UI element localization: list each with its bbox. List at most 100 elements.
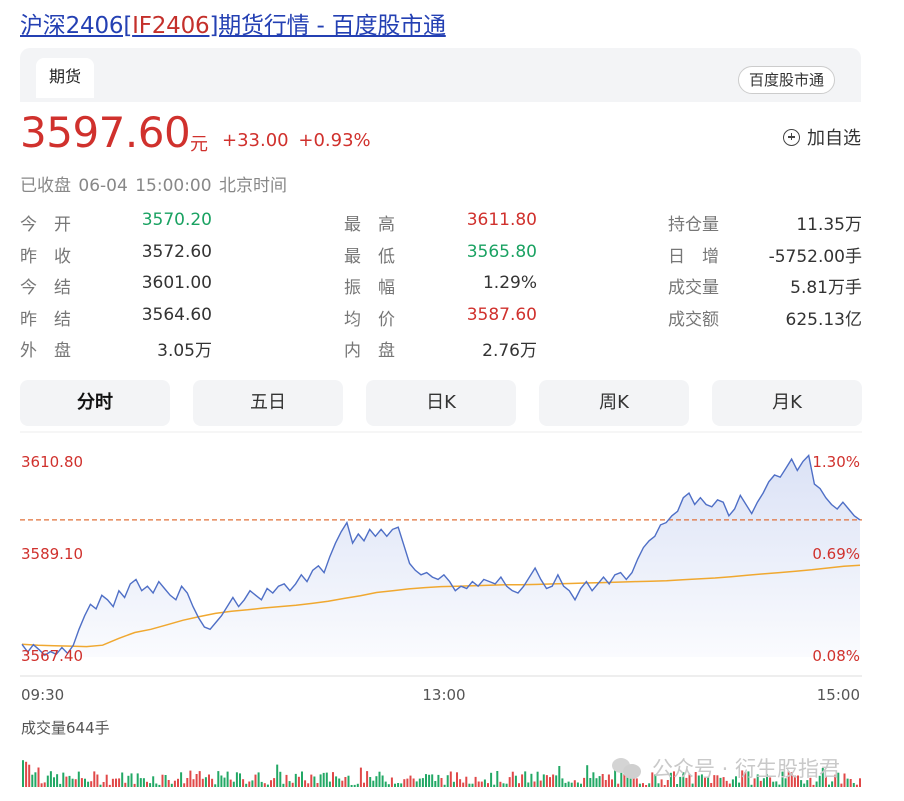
tab-daily-k[interactable]: 日K <box>366 380 516 426</box>
volume-bar <box>394 783 396 787</box>
tab-five-day[interactable]: 五日 <box>193 380 343 426</box>
volume-bar <box>217 771 220 787</box>
volume-bar <box>542 774 545 787</box>
volume-bar <box>635 778 638 787</box>
stats-grid: 今 开 3570.20 最 高 3611.80 持仓量 11.35万 昨 收 3… <box>20 210 862 368</box>
volume-bar <box>685 777 688 787</box>
volume-bar <box>645 785 648 787</box>
volume-bar <box>242 779 245 787</box>
volume-bar <box>750 784 753 787</box>
volume-bar <box>173 780 176 787</box>
intraday-chart[interactable]: 3610.80 3589.10 3567.40 1.30% 0.69% 0.08… <box>0 430 904 801</box>
stat-label: 今 开 <box>20 215 71 235</box>
volume-bar <box>164 775 167 787</box>
change-percent: +0.93% <box>298 130 371 151</box>
volume-bar <box>803 783 806 787</box>
volume-bar <box>124 782 127 787</box>
volume-bar <box>660 779 663 787</box>
volume-bar <box>390 777 393 787</box>
volume-bar <box>617 783 620 787</box>
plus-circle-icon <box>783 128 800 146</box>
volume-bar <box>580 783 582 787</box>
volume-bar <box>834 774 837 787</box>
stat-value: 1.29% <box>482 273 537 293</box>
volume-bar <box>697 775 700 787</box>
stat-label: 成交额 <box>668 309 719 330</box>
volume-bars <box>22 760 861 787</box>
volume-bar <box>666 780 669 787</box>
volume-bar <box>731 779 734 787</box>
volume-bar <box>332 772 334 787</box>
volume-bar <box>446 775 449 787</box>
volume-bar <box>322 772 325 787</box>
volume-bar <box>719 777 722 787</box>
volume-bar <box>493 784 496 787</box>
volume-bar <box>589 778 592 787</box>
volume-bar <box>347 775 350 787</box>
volume-bar <box>654 774 657 787</box>
volume-bar <box>558 766 561 787</box>
volume-bar <box>102 782 105 787</box>
tab-futures[interactable]: 期货 <box>36 58 95 98</box>
volume-bar <box>304 780 307 787</box>
volume-bar <box>282 783 285 787</box>
volume-bar <box>325 772 328 787</box>
y-tick-left-bottom: 3567.40 <box>21 647 83 665</box>
volume-bar <box>843 773 846 787</box>
volume-bar <box>167 780 170 787</box>
volume-bar <box>425 774 427 787</box>
volume-bar <box>235 772 238 787</box>
add-watchlist-button[interactable]: 加自选 <box>783 124 861 150</box>
volume-bar <box>738 782 741 787</box>
volume-bar <box>387 784 390 787</box>
volume-bar <box>350 785 353 787</box>
volume-bar <box>223 777 226 787</box>
volume-bar <box>815 781 818 787</box>
volume-bar <box>118 778 121 787</box>
volume-bar <box>586 765 589 787</box>
volume-bar <box>319 774 322 787</box>
volume-bar <box>465 776 468 787</box>
page-title[interactable]: 沪深2406[IF2406]期货行情 - 百度股市通 <box>20 13 446 39</box>
volume-bar <box>195 774 198 787</box>
tab-intraday[interactable]: 分时 <box>20 380 170 426</box>
volume-bar <box>43 782 46 787</box>
stats-row: 今 结 3601.00 振 幅 1.29% 成交量 5.81万手 <box>20 273 862 305</box>
stats-row: 昨 结 3564.60 均 价 3587.60 成交额 625.13亿 <box>20 305 862 337</box>
market-status: 已收盘 06-04 15:00:00 北京时间 <box>20 171 287 196</box>
volume-bar <box>679 776 682 787</box>
volume-bar <box>669 772 672 787</box>
contract-code[interactable]: IF2406 <box>132 13 210 39</box>
tab-monthly-k[interactable]: 月K <box>712 380 862 426</box>
volume-bar <box>508 777 511 787</box>
price-area <box>22 455 860 657</box>
volume-bar <box>570 782 573 787</box>
volume-bar <box>111 778 114 787</box>
volume-bar <box>56 774 59 787</box>
volume-bar <box>266 784 269 787</box>
volume-bar <box>192 779 195 787</box>
volume-bar <box>592 772 595 787</box>
volume-bar <box>359 767 362 787</box>
stat-value: 3601.00 <box>141 273 212 293</box>
volume-bar <box>316 783 319 787</box>
volume-bar <box>310 774 313 787</box>
volume-bar <box>604 780 607 787</box>
volume-bar <box>710 783 713 787</box>
tab-weekly-k[interactable]: 周K <box>539 380 689 426</box>
volume-bar <box>456 772 458 787</box>
volume-bar <box>214 784 217 787</box>
source-badge[interactable]: 百度股市通 <box>737 66 835 94</box>
volume-bar <box>688 774 691 787</box>
volume-bar <box>307 783 310 787</box>
volume-bar <box>747 771 750 787</box>
volume-bar <box>707 777 710 787</box>
stat-label: 振 幅 <box>344 278 395 298</box>
volume-bar <box>766 774 768 787</box>
volume-bar <box>471 783 474 787</box>
volume-bar <box>598 776 601 787</box>
volume-bar <box>790 772 793 787</box>
volume-bar <box>459 779 462 787</box>
status-timezone: 北京时间 <box>218 176 287 196</box>
volume-bar <box>809 777 812 787</box>
